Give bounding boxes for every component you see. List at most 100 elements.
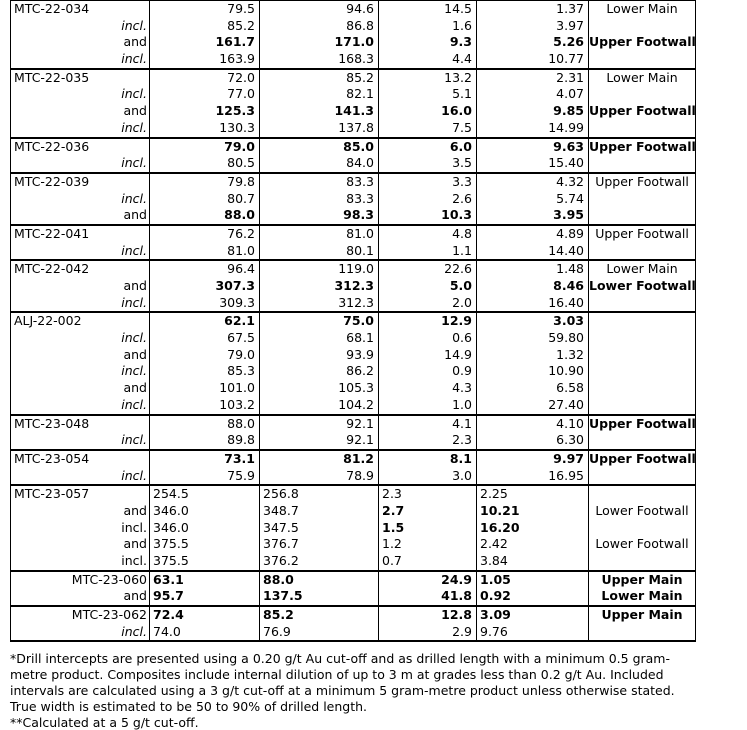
table-row: incl. 80.5 84.0 3.5 15.40	[11, 155, 695, 172]
table-row: incl. 67.5 68.1 0.6 59.80	[11, 330, 695, 347]
length-cell: 2.3	[378, 432, 476, 449]
grade-cell: 9.63	[476, 138, 588, 156]
table-row: MTC-23-057 254.5 256.8 2.3 2.25	[11, 486, 695, 503]
to-cell: 98.3	[259, 207, 378, 224]
length-cell: 41.8	[378, 588, 476, 606]
length-cell: 3.0	[378, 467, 476, 485]
prefix-cell: incl.	[121, 363, 147, 379]
from-cell: 346.0	[149, 519, 259, 537]
length-cell: 5.1	[378, 86, 476, 104]
table-row: incl. 89.8 92.1 2.3 6.30	[11, 432, 695, 449]
zone-cell: Lower Footwall	[588, 278, 696, 295]
from-cell: 72.4	[149, 607, 259, 624]
table-row: incl. 375.5 376.2 0.7 3.84	[11, 553, 695, 570]
grade-cell: 9.97	[476, 450, 588, 468]
table-row: and 125.3 141.3 16.0 9.85 Upper Footwall	[11, 103, 696, 120]
prefix-cell: and	[123, 502, 147, 518]
length-cell: 14.9	[378, 346, 476, 364]
prefix-cell: and	[123, 588, 147, 604]
grade-cell: 1.48	[476, 261, 588, 278]
from-cell: 80.7	[149, 190, 259, 208]
hole-id-cell: MTC-23-048	[14, 415, 90, 431]
hole-block: MTC-22-042 96.4 119.0 22.6 1.48 Lower Main and…	[11, 261, 696, 314]
length-cell: 3.5	[378, 155, 476, 172]
to-cell: 81.2	[259, 450, 378, 468]
from-cell: 67.5	[149, 330, 259, 347]
to-cell: 76.9	[259, 623, 378, 641]
grade-cell: 6.30	[476, 432, 588, 449]
from-cell: 79.5	[149, 1, 259, 18]
hole-id-cell: MTC-23-062	[71, 607, 147, 623]
zone-cell: Upper Footwall	[588, 225, 695, 243]
length-cell: 14.5	[378, 1, 476, 18]
grade-cell: 4.32	[476, 173, 588, 191]
to-cell: 86.2	[259, 363, 378, 381]
hole-block: MTC-23-048 88.0 92.1 4.1 4.10 Upper Footwall i…	[11, 415, 696, 451]
from-cell: 309.3	[149, 294, 259, 312]
to-cell: 80.1	[259, 242, 378, 260]
grade-cell: 16.20	[476, 519, 588, 537]
zone-cell	[588, 380, 695, 397]
grade-cell: 3.03	[476, 313, 588, 331]
to-cell: 171.0	[259, 34, 378, 52]
grade-cell: 3.95	[476, 207, 588, 224]
grade-cell: 1.37	[476, 1, 588, 18]
zone-cell: Upper Footwall	[588, 450, 696, 468]
grade-cell: 2.25	[476, 486, 588, 503]
from-cell: 63.1	[149, 571, 259, 589]
prefix-cell: and	[123, 536, 147, 552]
length-cell: 24.9	[378, 571, 476, 589]
from-cell: 74.0	[149, 623, 259, 641]
length-cell: 1.1	[378, 242, 476, 260]
footnote-line: **Calculated at a 5 g/t cut-off.	[10, 714, 199, 730]
zone-cell	[588, 346, 695, 364]
length-cell: 1.0	[378, 396, 476, 414]
table-row: MTC-22-034 79.5 94.6 14.5 1.37 Lower Main	[11, 1, 695, 18]
hole-id-cell: MTC-22-039	[14, 173, 90, 189]
table-row: MTC-22-035 72.0 85.2 13.2 2.31 Lower Main	[11, 69, 695, 87]
length-cell: 2.0	[378, 294, 476, 312]
hole-id-cell: MTC-23-060	[71, 571, 147, 587]
from-cell: 89.8	[149, 432, 259, 449]
table-row: MTC-23-048 88.0 92.1 4.1 4.10 Upper Footwall	[11, 415, 696, 433]
to-cell: 84.0	[259, 155, 378, 172]
zone-cell	[588, 155, 695, 172]
prefix-cell: and	[123, 278, 147, 293]
prefix-cell: incl.	[121, 155, 147, 171]
zone-cell	[588, 396, 695, 414]
footnote-line: metre product. Composites include intern…	[10, 667, 664, 683]
prefix-cell: incl.	[121, 17, 147, 33]
length-cell: 12.8	[378, 607, 476, 624]
length-cell: 10.3	[378, 207, 476, 224]
grade-cell: 3.09	[476, 607, 588, 624]
to-cell: 137.5	[259, 588, 378, 606]
grade-cell: 9.85	[476, 103, 588, 120]
zone-cell: Upper Main	[588, 607, 695, 624]
to-cell: 168.3	[259, 51, 378, 68]
prefix-cell: incl.	[121, 190, 147, 206]
prefix-cell: incl.	[121, 86, 147, 102]
zone-cell: Lower Main	[588, 588, 695, 606]
table-row: MTC-23-062 72.4 85.2 12.8 3.09 Upper Main	[11, 607, 695, 624]
hole-id-cell: ALJ-22-002	[14, 313, 82, 329]
to-cell: 94.6	[259, 1, 378, 18]
hole-id-cell: MTC-22-041	[14, 225, 90, 241]
table-row: incl. 77.0 82.1 5.1 4.07	[11, 86, 695, 104]
table-row: incl. 80.7 83.3 2.6 5.74	[11, 190, 695, 208]
table-row: and 95.7 137.5 41.8 0.92 Lower Main	[11, 588, 695, 606]
hole-block: MTC-22-036 79.0 85.0 6.0 9.63 Upper Footwall i…	[11, 138, 696, 174]
grade-cell: 2.42	[476, 536, 588, 553]
from-cell: 79.0	[149, 138, 259, 156]
hole-id-cell: MTC-23-054	[14, 450, 90, 466]
from-cell: 75.9	[149, 467, 259, 485]
from-cell: 95.7	[149, 588, 259, 606]
zone-cell: Lower Main	[588, 261, 695, 278]
table-row: and 161.7 171.0 9.3 5.26 Upper Footwall	[11, 34, 696, 52]
from-cell: 79.0	[149, 346, 259, 364]
zone-cell: Upper Footwall	[588, 103, 696, 120]
to-cell: 82.1	[259, 86, 378, 104]
footnote-line: True width is estimated to be 50 to 90% …	[10, 698, 368, 714]
zone-cell	[588, 519, 695, 537]
footnote-line: intervals are calculated using a 3 g/t c…	[10, 683, 675, 699]
from-cell: 130.3	[149, 119, 259, 137]
